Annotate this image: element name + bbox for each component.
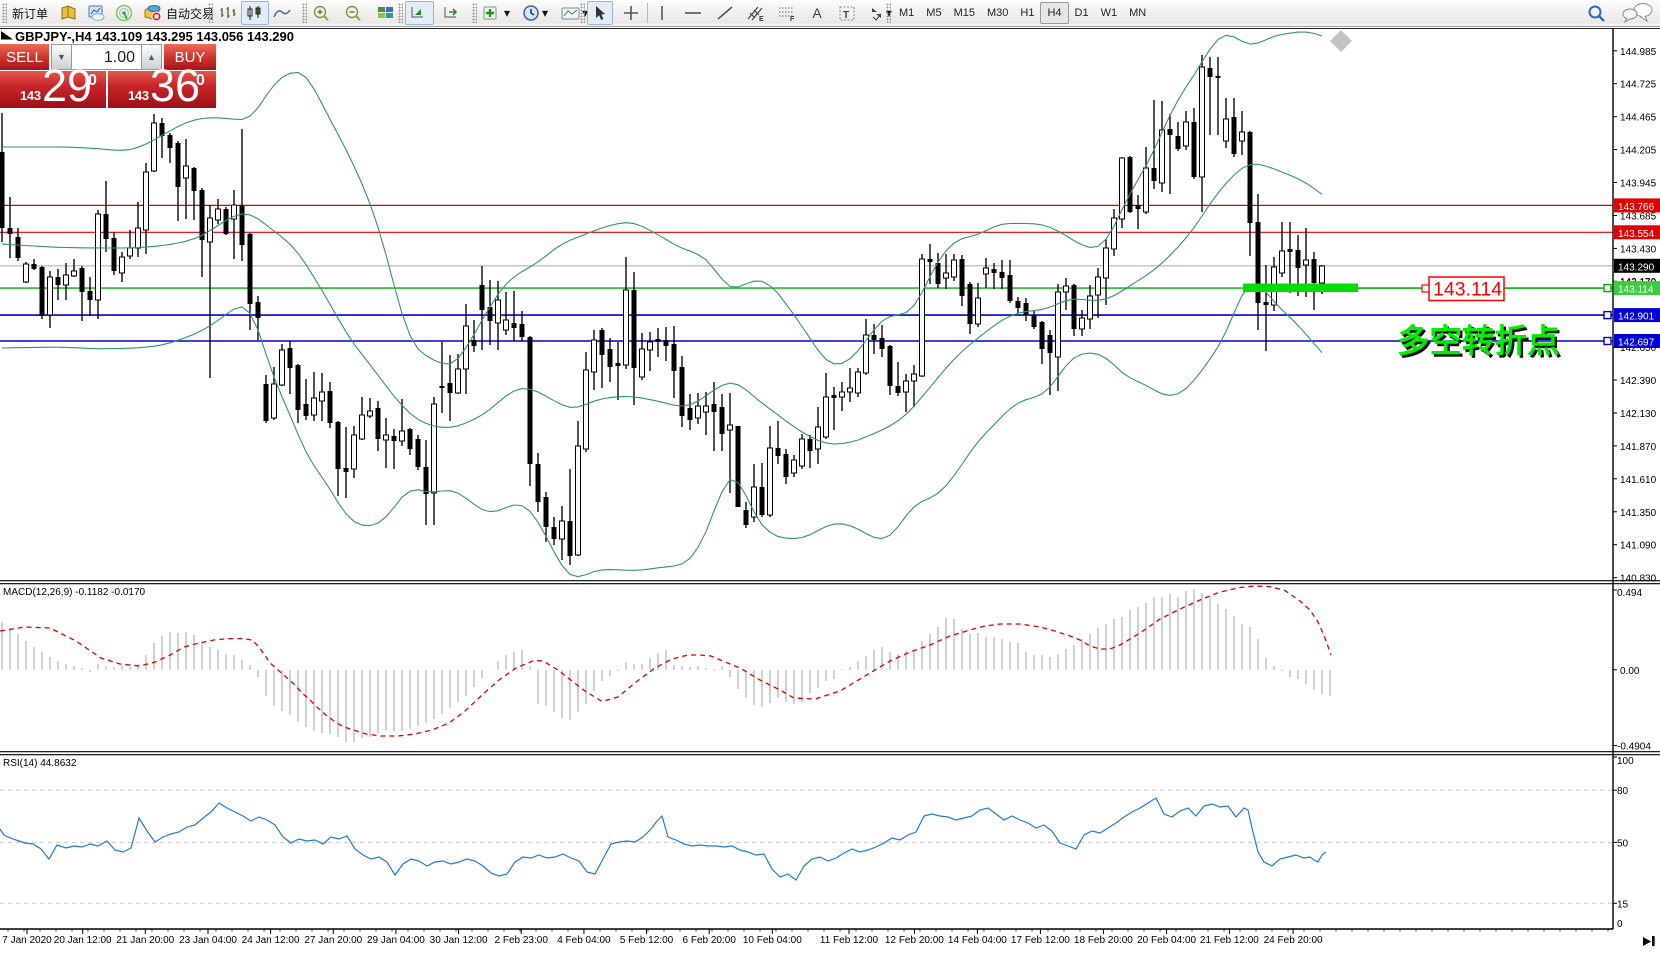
svg-text:15: 15 xyxy=(1617,899,1629,910)
svg-text:142.650: 142.650 xyxy=(1620,343,1657,354)
svg-text:143.945: 143.945 xyxy=(1620,179,1657,190)
svg-text:T: T xyxy=(843,10,849,21)
svg-text:多空转折点: 多空转折点 xyxy=(1399,325,1562,362)
svg-text:142.901: 142.901 xyxy=(1618,312,1655,323)
svg-text:100: 100 xyxy=(1617,756,1634,767)
svg-text:144.725: 144.725 xyxy=(1620,80,1657,91)
svg-text:29 Jan 04:00: 29 Jan 04:00 xyxy=(367,935,425,946)
svg-text:18 Feb 20:00: 18 Feb 20:00 xyxy=(1074,935,1133,946)
svg-text:27 Jan 20:00: 27 Jan 20:00 xyxy=(304,935,362,946)
svg-text:11 Feb 12:00: 11 Feb 12:00 xyxy=(820,935,879,946)
svg-text:E: E xyxy=(759,16,764,22)
svg-text:143.430: 143.430 xyxy=(1620,244,1657,255)
svg-text:144.205: 144.205 xyxy=(1620,146,1657,157)
svg-text:141.350: 141.350 xyxy=(1620,508,1657,519)
svg-text:21 Feb 12:00: 21 Feb 12:00 xyxy=(1200,935,1259,946)
svg-text:10 Feb 04:00: 10 Feb 04:00 xyxy=(743,935,802,946)
svg-text:4 Feb 04:00: 4 Feb 04:00 xyxy=(557,935,611,946)
svg-text:143.766: 143.766 xyxy=(1618,202,1655,213)
svg-text:21 Jan 20:00: 21 Jan 20:00 xyxy=(116,935,174,946)
svg-text:143.114: 143.114 xyxy=(1433,279,1502,301)
svg-text:6 Feb 20:00: 6 Feb 20:00 xyxy=(683,935,737,946)
svg-text:0.494: 0.494 xyxy=(1617,588,1642,599)
svg-text:30 Jan 12:00: 30 Jan 12:00 xyxy=(430,935,488,946)
svg-text:F: F xyxy=(790,16,795,22)
svg-text:142.130: 142.130 xyxy=(1620,409,1657,420)
svg-text:MACD(12,26,9) -0.1182 -0.0170: MACD(12,26,9) -0.1182 -0.0170 xyxy=(3,587,146,598)
svg-text:RSI(14) 44.8632: RSI(14) 44.8632 xyxy=(3,758,77,769)
svg-text:144.985: 144.985 xyxy=(1620,47,1657,58)
svg-text:GBPJPY-,H4 143.109 143.295 14: GBPJPY-,H4 143.109 143.295 143.056 143.2… xyxy=(15,29,294,44)
svg-text:140.830: 140.830 xyxy=(1620,574,1657,585)
svg-text:142.697: 142.697 xyxy=(1618,338,1655,349)
svg-text:5 Feb 12:00: 5 Feb 12:00 xyxy=(620,935,674,946)
svg-text:2 Feb 23:00: 2 Feb 23:00 xyxy=(495,935,549,946)
svg-text:141.610: 141.610 xyxy=(1620,475,1657,486)
svg-text:24 Feb 20:00: 24 Feb 20:00 xyxy=(1264,935,1323,946)
svg-text:142.390: 142.390 xyxy=(1620,376,1657,387)
svg-text:0: 0 xyxy=(1617,919,1623,930)
svg-text:143.554: 143.554 xyxy=(1618,229,1655,240)
svg-text:20 Jan 12:00: 20 Jan 12:00 xyxy=(54,935,112,946)
svg-text:144.465: 144.465 xyxy=(1620,113,1657,124)
svg-text:17 Feb 12:00: 17 Feb 12:00 xyxy=(1011,935,1070,946)
svg-text:23 Jan 04:00: 23 Jan 04:00 xyxy=(179,935,237,946)
svg-text:143.114: 143.114 xyxy=(1618,285,1654,296)
svg-text:多空转折点: 多空转折点 xyxy=(1397,323,1560,360)
svg-text:7 Jan 2020: 7 Jan 2020 xyxy=(2,935,52,946)
svg-text:141.870: 141.870 xyxy=(1620,442,1657,453)
svg-text:80: 80 xyxy=(1617,786,1629,797)
svg-text:24 Jan 12:00: 24 Jan 12:00 xyxy=(242,935,300,946)
svg-text:0.00: 0.00 xyxy=(1620,666,1640,677)
svg-text:12 Feb 20:00: 12 Feb 20:00 xyxy=(885,935,944,946)
svg-text:141.090: 141.090 xyxy=(1620,541,1657,552)
svg-text:-0.4904: -0.4904 xyxy=(1617,742,1651,753)
svg-text:143.290: 143.290 xyxy=(1618,262,1655,273)
svg-text:50: 50 xyxy=(1617,838,1629,849)
svg-text:143.685: 143.685 xyxy=(1620,212,1657,223)
svg-text:20 Feb 04:00: 20 Feb 04:00 xyxy=(1137,935,1196,946)
svg-text:14 Feb 04:00: 14 Feb 04:00 xyxy=(948,935,1007,946)
